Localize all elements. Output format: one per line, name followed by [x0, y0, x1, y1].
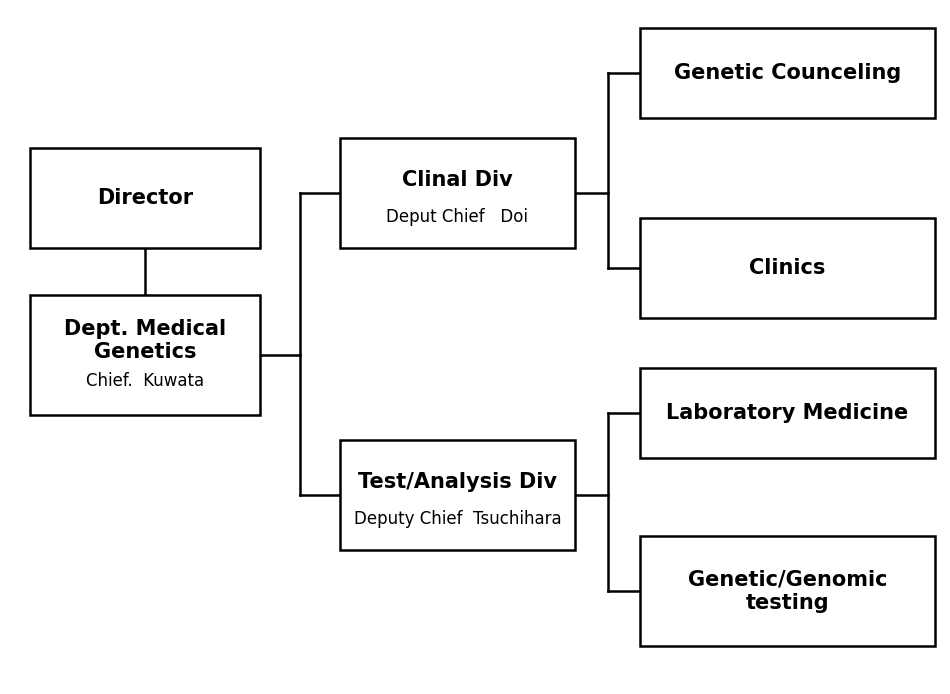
FancyBboxPatch shape: [340, 138, 575, 248]
Text: Director: Director: [97, 188, 193, 208]
FancyBboxPatch shape: [640, 28, 935, 118]
Text: Deput Chief   Doi: Deput Chief Doi: [387, 208, 528, 226]
FancyBboxPatch shape: [30, 148, 260, 248]
Text: Clinics: Clinics: [750, 258, 826, 278]
Text: Dept. Medical
Genetics: Dept. Medical Genetics: [64, 319, 226, 362]
Text: Genetic/Genomic
testing: Genetic/Genomic testing: [688, 569, 887, 613]
FancyBboxPatch shape: [640, 368, 935, 458]
FancyBboxPatch shape: [340, 440, 575, 550]
Text: Deputy Chief  Tsuchihara: Deputy Chief Tsuchihara: [353, 510, 561, 528]
Text: Test/Analysis Div: Test/Analysis Div: [358, 472, 557, 492]
FancyBboxPatch shape: [640, 536, 935, 646]
FancyBboxPatch shape: [640, 218, 935, 318]
FancyBboxPatch shape: [30, 295, 260, 415]
Text: Genetic Counceling: Genetic Counceling: [674, 63, 902, 83]
Text: Clinal Div: Clinal Div: [402, 170, 513, 189]
Text: Laboratory Medicine: Laboratory Medicine: [666, 403, 908, 423]
Text: Chief.  Kuwata: Chief. Kuwata: [86, 373, 204, 391]
